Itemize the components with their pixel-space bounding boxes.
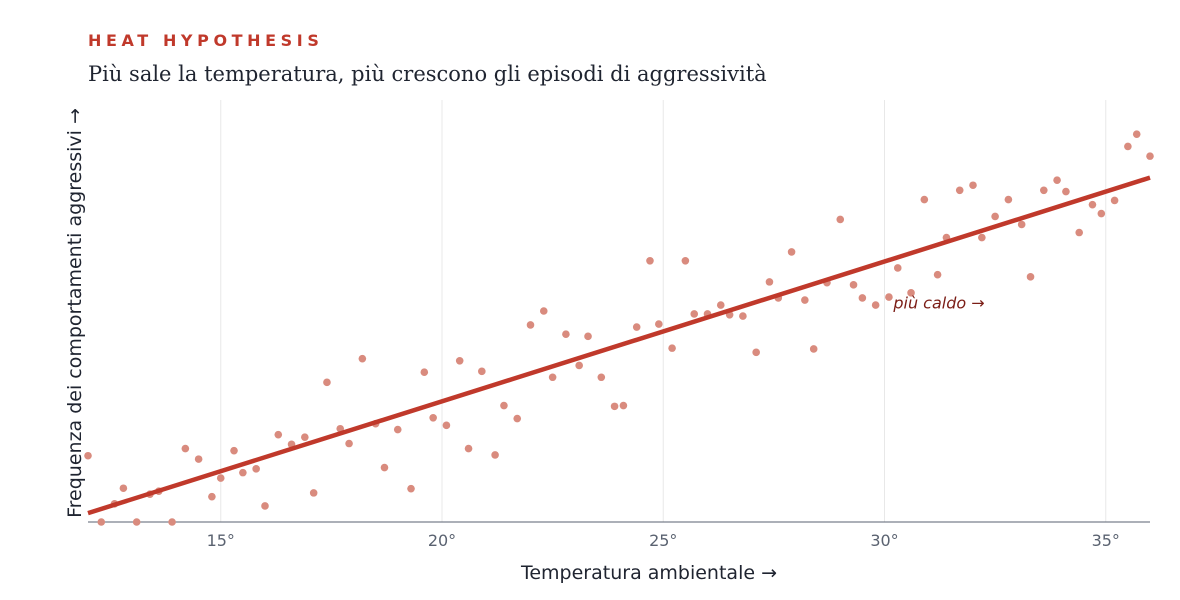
data-point-56	[752, 348, 760, 357]
data-point-3	[119, 484, 128, 493]
data-point-47	[646, 256, 654, 265]
data-point-51	[690, 310, 699, 318]
data-point-15	[261, 502, 269, 510]
x-tick-labels: 15° 20° 25° 30° 35°	[207, 531, 1120, 550]
data-point-19	[309, 489, 318, 497]
data-point-43	[597, 373, 606, 382]
data-point-77	[1004, 195, 1013, 204]
data-point-13	[239, 468, 247, 477]
chart-kicker: HEAT HYPOTHESIS	[88, 31, 324, 50]
data-point-75	[978, 233, 986, 242]
data-point-12	[230, 446, 238, 455]
data-point-89	[1146, 152, 1154, 160]
data-point-59	[787, 248, 796, 256]
data-point-66	[871, 301, 880, 309]
data-point-48	[655, 320, 663, 328]
x-axis-label: Temperatura ambientale →	[520, 562, 777, 584]
annotation-label: più caldo →	[892, 293, 984, 312]
data-point-80	[1040, 186, 1048, 195]
data-point-29	[429, 413, 437, 422]
data-point-36	[513, 414, 522, 423]
data-point-79	[1026, 273, 1035, 281]
data-point-70	[920, 195, 929, 204]
data-point-57	[765, 278, 774, 286]
data-point-73	[955, 186, 964, 195]
data-point-14	[252, 465, 260, 473]
data-point-25	[380, 463, 389, 472]
data-point-34	[491, 451, 499, 459]
data-point-30	[442, 421, 451, 430]
data-point-68	[893, 264, 902, 272]
x-tick-label-25: 25°	[649, 531, 677, 550]
data-point-88	[1132, 130, 1141, 138]
x-tick-label-35: 35°	[1092, 531, 1120, 550]
data-point-0	[84, 451, 92, 460]
data-point-31	[455, 356, 464, 365]
x-tick-label-20: 20°	[428, 531, 456, 550]
data-point-76	[991, 212, 999, 221]
data-point-38	[539, 307, 548, 315]
chart-title: Più sale la temperatura, più crescono gl…	[88, 62, 767, 86]
data-point-78	[1017, 220, 1026, 229]
x-tick-label-15: 15°	[207, 531, 235, 550]
data-point-50	[681, 256, 690, 265]
data-point-81	[1053, 176, 1061, 184]
data-point-4	[132, 518, 141, 526]
data-point-39	[548, 373, 557, 382]
data-point-8	[181, 444, 190, 453]
data-point-65	[858, 294, 867, 302]
data-point-60	[801, 296, 809, 304]
data-point-49	[668, 344, 676, 352]
data-point-9	[194, 455, 203, 463]
data-point-64	[849, 281, 858, 289]
data-point-32	[464, 444, 473, 453]
data-point-69	[907, 289, 915, 297]
data-point-11	[216, 474, 225, 482]
data-point-85	[1097, 209, 1106, 218]
data-point-46	[632, 323, 641, 331]
data-point-28	[420, 368, 429, 376]
data-point-86	[1110, 196, 1119, 205]
data-point-63	[836, 215, 845, 224]
data-point-10	[208, 492, 216, 501]
data-point-7	[168, 518, 176, 526]
data-point-22	[345, 439, 353, 448]
data-point-83	[1075, 228, 1083, 237]
data-point-18	[301, 433, 309, 441]
data-point-35	[500, 401, 508, 410]
data-point-26	[393, 425, 402, 434]
data-point-45	[619, 401, 628, 410]
data-point-44	[610, 402, 619, 411]
data-point-53	[716, 301, 725, 309]
grid-lines	[220, 100, 1107, 522]
trend-line	[87, 175, 1151, 516]
data-point-71	[933, 270, 942, 279]
data-point-33	[478, 367, 486, 376]
x-tick-label-30: 30°	[870, 531, 898, 550]
data-point-27	[407, 484, 415, 493]
data-point-16	[274, 430, 283, 439]
data-point-55	[739, 312, 747, 320]
data-points	[84, 130, 1154, 526]
data-point-82	[1062, 187, 1070, 196]
data-point-87	[1124, 142, 1132, 151]
data-point-1	[97, 518, 106, 526]
y-axis-label: Frequenza dei comportamenti aggressivi →	[64, 108, 86, 518]
data-point-20	[323, 378, 331, 387]
data-point-40	[562, 330, 570, 339]
data-point-67	[885, 293, 893, 301]
data-point-23	[358, 354, 367, 363]
data-point-42	[584, 332, 592, 341]
data-point-61	[809, 345, 818, 353]
data-point-84	[1088, 200, 1097, 209]
data-point-41	[575, 361, 583, 370]
data-point-37	[526, 321, 535, 329]
data-point-74	[969, 181, 977, 190]
